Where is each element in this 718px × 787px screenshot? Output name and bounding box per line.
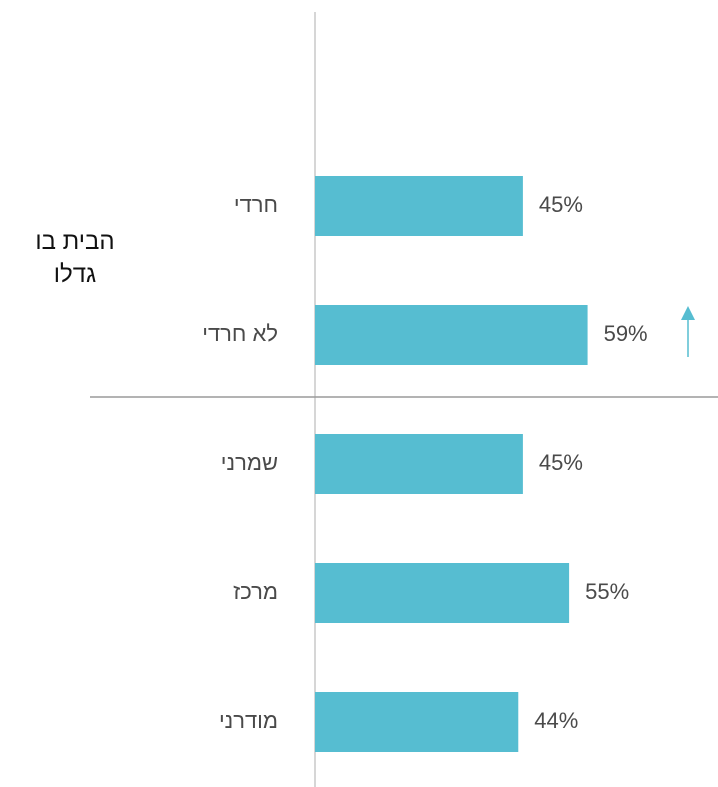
value-label: 44%	[534, 708, 578, 733]
category-label: מרכז	[233, 579, 278, 604]
category-label: שמרני	[221, 450, 278, 475]
bar	[315, 305, 588, 365]
category-label: מודרני	[219, 708, 278, 733]
value-label: 45%	[539, 192, 583, 217]
bar	[315, 692, 519, 752]
bar	[315, 176, 523, 236]
group-label: הבית בו גדלו	[35, 228, 115, 288]
arrow-head	[681, 306, 695, 320]
category-label: לא חרדי	[202, 321, 278, 346]
value-label: 55%	[585, 579, 629, 604]
category-label: חרדי	[234, 192, 278, 217]
bar	[315, 563, 570, 623]
value-label: 45%	[539, 450, 583, 475]
value-label: 59%	[604, 321, 648, 346]
bar	[315, 434, 523, 494]
